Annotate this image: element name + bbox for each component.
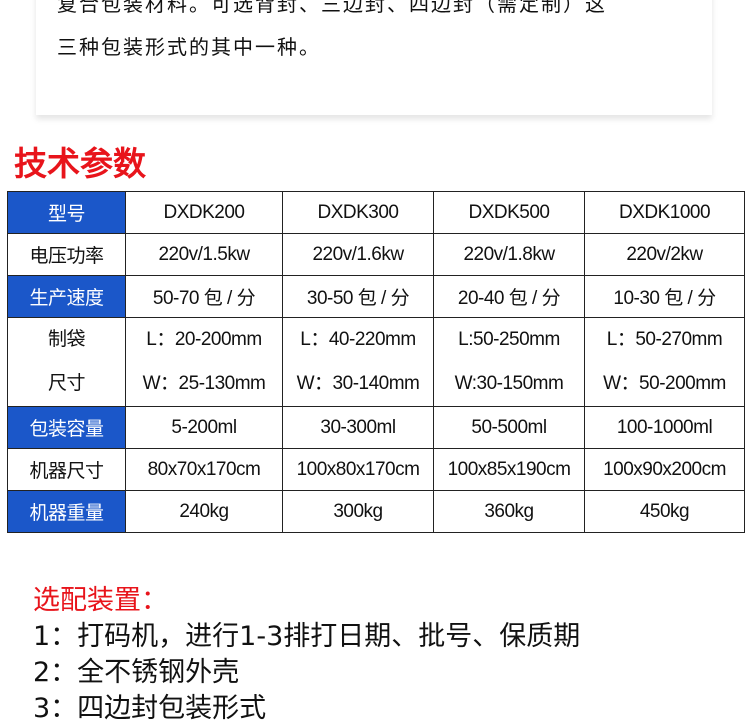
- cell-line: L:50-250mm: [458, 329, 560, 350]
- table-cell: 5-200ml: [125, 406, 283, 449]
- table-row: 电压功率 220v/1.5kw 220v/1.6kw 220v/1.8kw 22…: [7, 233, 745, 276]
- section-title: 技术参数: [14, 144, 146, 183]
- table-cell: L:50-250mm W:30-150mm: [433, 317, 585, 407]
- table-row: 制袋尺寸 L：20-200mm W：25-130mm L：40-220mm W：30…: [7, 317, 745, 407]
- cell-line: L：20-200mm: [146, 329, 262, 350]
- row-label: 包装容量: [7, 406, 126, 449]
- row-label: 机器尺寸: [7, 448, 126, 491]
- label-line: 尺寸: [47, 373, 86, 394]
- table-cell: 10-30 包 / 分: [584, 275, 745, 318]
- table-cell: 50-70 包 / 分: [125, 275, 283, 318]
- options-title: 选配装置：: [33, 585, 168, 616]
- table-row: 机器尺寸 80x70x170cm 100x80x170cm 100x85x190…: [7, 448, 745, 491]
- cell-line: L：50-270mm: [606, 329, 723, 350]
- table-cell: 100x90x200cm: [584, 448, 745, 491]
- table-row: 包装容量 5-200ml 30-300ml 50-500ml 100-1000m…: [7, 406, 745, 449]
- cell-line: W：50-200mm: [603, 373, 726, 394]
- table-cell: L：20-200mm W：25-130mm: [125, 317, 283, 407]
- option-item: 1：打码机，进行1-3排打日期、批号、保质期: [33, 621, 581, 652]
- table-row: 型号 DXDK200 DXDK300 DXDK500 DXDK1000: [7, 191, 745, 234]
- option-item: 2：全不锈钢外壳: [33, 657, 240, 688]
- cell-line: W：25-130mm: [142, 373, 266, 394]
- table-cell: 450kg: [584, 490, 745, 533]
- table-cell: 220v/1.5kw: [125, 233, 283, 276]
- table-cell: 220v/1.8kw: [433, 233, 585, 276]
- table-cell: DXDK1000: [584, 191, 745, 234]
- option-item: 3：四边封包装形式: [33, 693, 267, 724]
- table-cell: DXDK200: [125, 191, 283, 234]
- table-cell: 360kg: [433, 490, 585, 533]
- row-label: 型号: [7, 191, 126, 234]
- table-row: 生产速度 50-70 包 / 分 30-50 包 / 分 20-40 包 / 分…: [7, 275, 745, 318]
- table-cell: 300kg: [282, 490, 434, 533]
- row-label: 电压功率: [7, 233, 126, 276]
- table-cell: 20-40 包 / 分: [433, 275, 585, 318]
- table-cell: DXDK500: [433, 191, 585, 234]
- table-cell: 100x80x170cm: [282, 448, 434, 491]
- table-cell: 220v/1.6kw: [282, 233, 434, 276]
- spec-table: 型号 DXDK200 DXDK300 DXDK500 DXDK1000 电压功率…: [7, 191, 745, 533]
- table-row: 机器重量 240kg 300kg 360kg 450kg: [7, 490, 745, 533]
- table-cell: 100x85x190cm: [433, 448, 585, 491]
- cell-line: W：30-140mm: [296, 373, 420, 394]
- cell-line: L：40-220mm: [300, 329, 416, 350]
- table-cell: 100-1000ml: [584, 406, 745, 449]
- table-cell: 240kg: [125, 490, 283, 533]
- cell-line: W:30-150mm: [454, 373, 564, 394]
- table-cell: 220v/2kw: [584, 233, 745, 276]
- table-cell: 80x70x170cm: [125, 448, 283, 491]
- table-cell: DXDK300: [282, 191, 434, 234]
- row-label: 生产速度: [7, 275, 126, 318]
- table-cell: L：40-220mm W：30-140mm: [282, 317, 434, 407]
- intro-line: 三种包装形式的其中一种。: [57, 35, 321, 59]
- table-cell: 30-50 包 / 分: [282, 275, 434, 318]
- table-cell: 50-500ml: [433, 406, 585, 449]
- table-cell: L：50-270mm W：50-200mm: [584, 317, 745, 407]
- intro-card: [36, 0, 712, 115]
- intro-line: 复合包装材料。可选背封、三边封、四边封（需定制）这: [57, 0, 607, 16]
- table-cell: 30-300ml: [282, 406, 434, 449]
- label-line: 制袋: [47, 329, 86, 350]
- row-label: 制袋 尺寸: [7, 317, 126, 407]
- row-label: 机器重量: [7, 490, 126, 533]
